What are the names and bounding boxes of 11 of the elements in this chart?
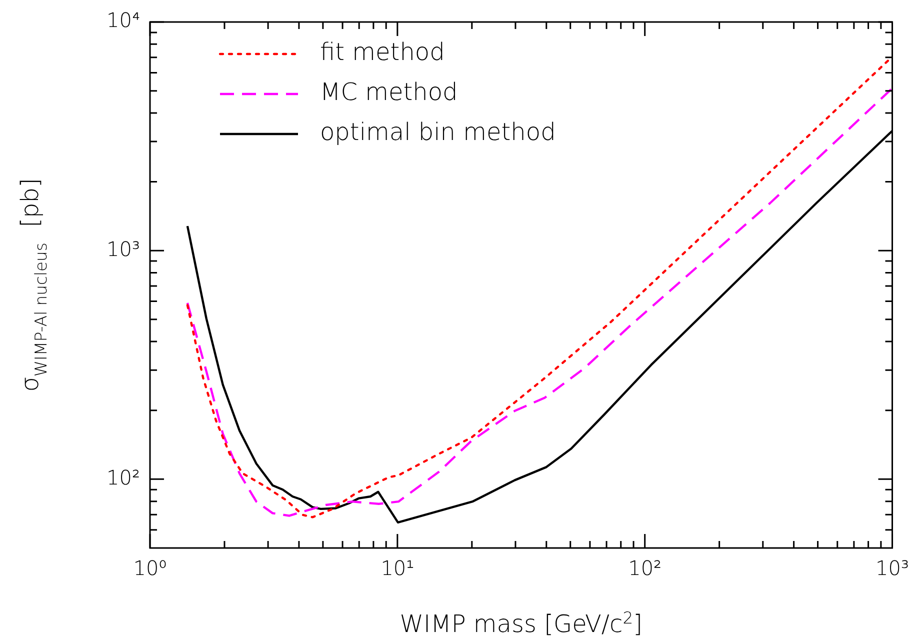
x-tick-label: 10⁰ [133, 556, 167, 580]
legend-label: optimal bin method [320, 118, 556, 146]
x-tick-label: 10³ [876, 556, 909, 580]
x-tick-label: 10¹ [380, 556, 414, 580]
y-tick-label: 10³ [106, 236, 140, 261]
y-axis-title: σWIMP-Al nucleus [pb] [16, 178, 50, 392]
x-tick-label: 10² [628, 556, 662, 580]
y-tick-label: 10⁴ [106, 8, 140, 32]
y-tick-label: 10² [106, 465, 140, 490]
legend-label: fit method [320, 38, 445, 66]
legend-label: MC method [320, 78, 458, 106]
